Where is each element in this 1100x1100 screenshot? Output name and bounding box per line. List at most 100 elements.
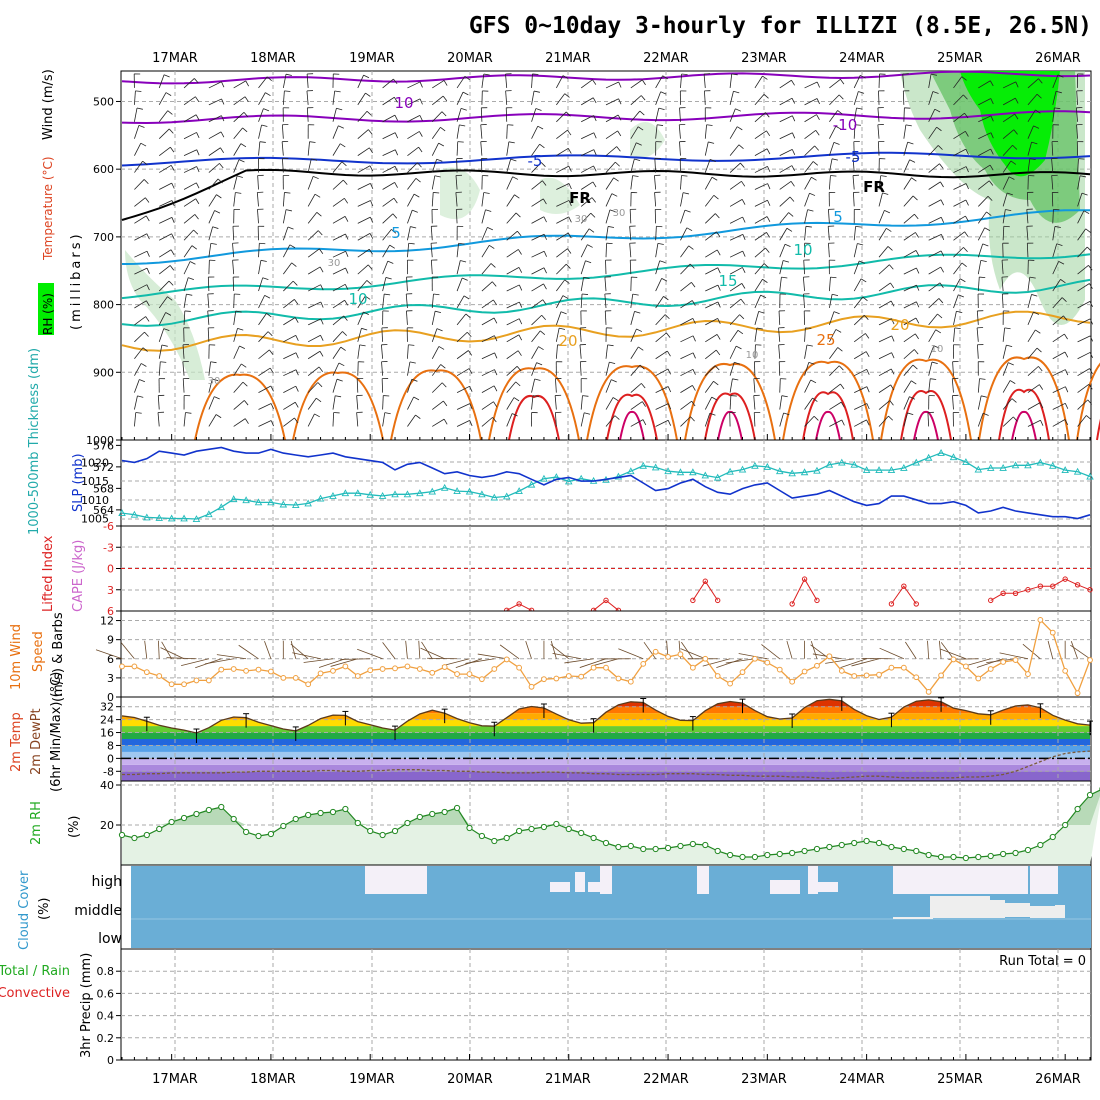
y-tick-label: 6 [107,653,114,666]
lifted-index-line [990,578,1091,601]
wind-barb-feather [784,243,791,248]
wind-barb-feather [980,259,987,263]
wind-10m-barb [292,652,321,660]
wind-barb [829,401,842,410]
rh-legend-swatch [38,283,54,335]
thickness-point [378,491,387,499]
wind-barb [282,90,285,105]
wind-barb [729,330,739,343]
wind-barb [655,296,664,309]
wind-barb [481,352,495,360]
thickness-label: 1000-500mb Thickness (dm) [27,348,42,535]
wind-barb [134,412,137,427]
wind-barb-feather [494,335,498,342]
wind-speed-point [789,678,796,685]
precip-ylabels: Total / Rain Convective 3hr Precip (mm) … [0,953,1086,1058]
rh-point [565,825,572,833]
wind-barb [853,226,857,241]
wind-barb [804,415,815,427]
wind-barb [283,385,296,393]
wind-barb [1052,333,1065,343]
wind-barb-feather [508,141,515,144]
wind-barb-feather [238,159,245,163]
date-label-top: 21MAR [545,51,591,66]
wind-barb [556,129,568,140]
wind-barb-feather [1029,276,1036,279]
wind-barb-feather [1065,369,1069,376]
wind-barb [580,260,586,275]
date-label-bottom: 26MAR [1035,1072,1081,1087]
wind-barb [382,114,396,123]
wind-barb-feather [511,413,518,417]
wind-10m-barb [579,658,607,668]
wind-barb [258,313,267,326]
wind-barb-feather [762,75,768,80]
wind-barb-feather [532,73,539,75]
wind-barb [804,327,806,342]
wind-barb-feather [758,311,765,314]
wind-barb [233,363,242,376]
wind-barb-feather [692,352,696,359]
wind-barb-feather [413,193,420,198]
wind-barb-feather [808,361,815,365]
wind-barb [480,158,483,173]
wind-barb [580,79,593,89]
wind-barb [680,352,694,360]
wind-barb-feather [136,107,143,110]
wind-barb-feather [384,293,391,296]
cloud-clear-patch [365,866,427,894]
wind-barb-feather [963,94,968,100]
wind-speed-point [925,689,932,695]
wind-barb [382,149,396,156]
wind-barb [1002,113,1016,123]
thickness-point [478,490,486,498]
wind-barb-feather [781,276,788,279]
wind-barb [481,227,488,241]
wind-barb-feather [932,91,939,94]
wind-barb-feather [196,182,200,189]
wind-barb [382,395,384,410]
wind-barb [829,142,835,156]
wind-barb [779,228,788,241]
wind-barb-feather [389,244,395,249]
wind-barb [332,299,345,309]
wind-barb-feather [542,198,547,205]
thickness-point [924,453,933,461]
y-tick-label: -8 [103,765,114,778]
cloud-level-high: high [91,874,122,890]
lifted-index-point [1050,583,1056,589]
wind-barb-feather [195,114,200,121]
rh-point [180,814,188,822]
contour-5 [121,209,1091,265]
wind-barb-feather [915,333,919,340]
wind-barb-feather [135,90,142,92]
wind-barb-feather [815,130,820,136]
wind-barb [531,395,534,410]
wind-speed-point [962,663,969,670]
date-label-bottom: 24MAR [839,1072,885,1087]
wind-speed-point [230,666,237,672]
wind-barb-feather [514,194,520,199]
wind-barb-feather [638,346,644,351]
thickness-point [192,515,201,522]
wind-barb [208,131,222,140]
wind-barb [704,177,713,190]
cape-ylabels: Lifted Index CAPE (J/kg) [41,535,86,612]
wind-barb [159,182,172,190]
wind-barb-feather [1007,192,1013,196]
wind-barb [754,247,766,258]
wind-barb-feather [171,182,175,189]
wind-barb [232,277,235,292]
wind-barb [580,412,585,427]
wind-barb-feather [314,413,320,418]
cloud-clear-patch [550,882,570,892]
wind-barb-feather [1055,90,1062,94]
wind-barb [159,200,173,207]
wind-barb [506,176,513,190]
wind-barb-feather [411,378,418,382]
slp-tick-label: 1005 [81,513,109,526]
wind-barb-feather [320,335,324,341]
wind-barb-feather [866,419,870,426]
wind-barb [903,107,905,122]
rh-point [131,834,138,842]
